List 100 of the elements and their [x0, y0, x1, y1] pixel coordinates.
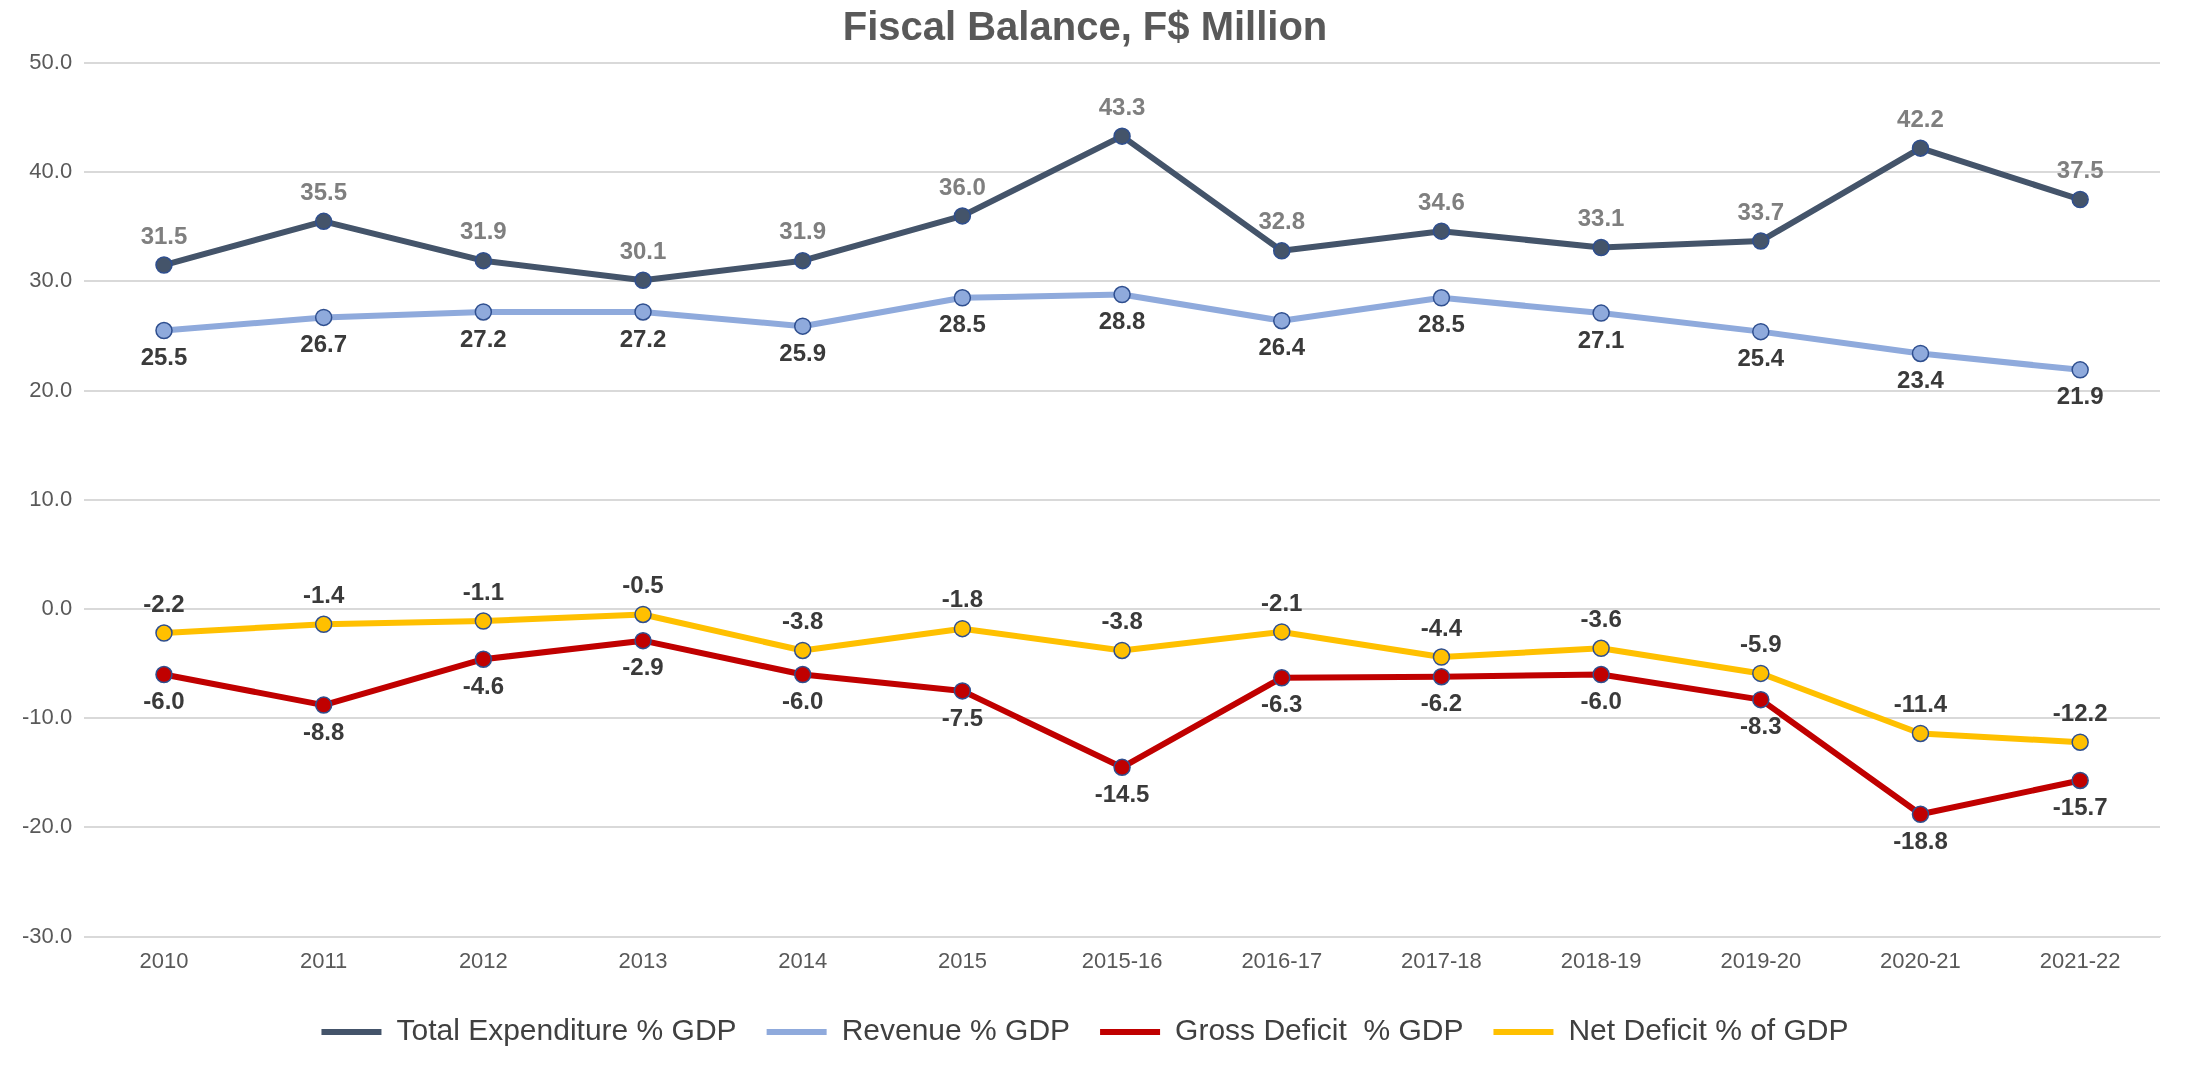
point — [474, 251, 493, 270]
point — [155, 321, 173, 340]
point — [474, 303, 493, 321]
x-tick-label: 2020-21 — [1880, 947, 1961, 973]
point — [1752, 690, 1770, 709]
legend-label: Revenue % GDP — [841, 1013, 1071, 1047]
data-label: 28.5 — [1418, 310, 1465, 338]
point — [1911, 724, 1930, 743]
point — [1752, 322, 1770, 341]
point — [1113, 641, 1131, 660]
data-label: 34.6 — [1418, 187, 1465, 215]
point — [1273, 623, 1291, 641]
point — [634, 605, 652, 624]
point — [1273, 242, 1291, 260]
y-tick-label: 40.0 — [29, 158, 73, 184]
point — [1273, 311, 1291, 330]
point — [1592, 665, 1610, 684]
data-label: -1.8 — [941, 585, 984, 613]
point — [1432, 222, 1451, 240]
data-label: 25.9 — [779, 338, 827, 366]
point — [1273, 669, 1291, 687]
data-label: -2.9 — [622, 653, 664, 681]
data-label: -1.1 — [462, 577, 505, 605]
y-tick-label: 30.0 — [29, 267, 73, 293]
data-label: -6.0 — [143, 687, 185, 715]
point — [1113, 127, 1131, 145]
data-label: -3.6 — [1580, 604, 1622, 632]
point — [474, 612, 493, 630]
data-label: -0.5 — [622, 571, 664, 599]
point — [1911, 805, 1930, 824]
data-label: -4.6 — [462, 671, 505, 699]
point — [793, 641, 812, 660]
point — [2071, 733, 2089, 751]
data-label: 25.4 — [1737, 344, 1785, 372]
point — [2071, 361, 2089, 379]
point — [155, 665, 173, 684]
point — [1432, 648, 1451, 666]
data-label: 23.4 — [1897, 366, 1945, 394]
data-label: -5.9 — [1740, 630, 1782, 658]
point — [1752, 664, 1770, 683]
legend-label: Gross Deficit % GDP — [1175, 1013, 1464, 1047]
data-label: 42.2 — [1897, 104, 1944, 132]
point — [1592, 639, 1610, 658]
point — [1113, 285, 1131, 304]
data-label: 33.1 — [1577, 204, 1625, 232]
x-tick-label: 2014 — [778, 947, 828, 973]
data-label: 36.0 — [939, 172, 986, 200]
point — [474, 650, 493, 668]
data-label: 33.7 — [1737, 197, 1785, 225]
point — [793, 251, 812, 270]
y-tick-label: -20.0 — [21, 813, 73, 839]
data-label: -12.2 — [2052, 698, 2108, 726]
data-label: 28.5 — [939, 310, 986, 338]
data-label: 27.2 — [619, 324, 667, 352]
data-label: 43.3 — [1098, 92, 1146, 120]
data-label: -2.1 — [1261, 588, 1303, 616]
data-label: 31.5 — [140, 221, 188, 249]
point — [314, 212, 333, 231]
point — [314, 696, 333, 714]
point — [953, 619, 972, 638]
point — [2071, 771, 2089, 790]
data-label: -18.8 — [1893, 826, 1948, 854]
data-label: -6.2 — [1420, 689, 1463, 717]
point — [1592, 304, 1610, 322]
point — [1911, 344, 1930, 363]
data-label: 31.9 — [459, 217, 507, 245]
point — [2071, 190, 2089, 209]
x-tick-label: 2012 — [458, 947, 508, 973]
point — [953, 682, 972, 700]
point — [1113, 758, 1131, 777]
x-tick-label: 2011 — [300, 947, 348, 973]
x-tick-label: 2013 — [618, 947, 668, 973]
data-label: -6.0 — [782, 687, 824, 715]
point — [634, 271, 652, 290]
y-tick-label: -30.0 — [21, 922, 73, 948]
point — [155, 624, 173, 642]
data-label: 27.1 — [1577, 325, 1625, 353]
x-tick-label: 2015-16 — [1081, 947, 1163, 973]
point — [1592, 238, 1610, 257]
chart-title: Fiscal Balance, F$ Million — [842, 4, 1328, 49]
x-tick-label: 2017-18 — [1401, 947, 1482, 973]
data-label: -7.5 — [941, 703, 984, 731]
data-label: 25.5 — [140, 343, 188, 371]
x-tick-label: 2016-17 — [1241, 947, 1323, 973]
data-label: 26.7 — [300, 330, 348, 358]
legend-label: Total Expenditure % GDP — [396, 1013, 737, 1047]
data-label: -14.5 — [1094, 779, 1150, 807]
point — [314, 308, 333, 327]
data-label: -6.3 — [1261, 690, 1303, 718]
x-tick-label: 2019-20 — [1720, 947, 1802, 973]
point — [1752, 232, 1770, 250]
point — [953, 207, 972, 225]
data-label: -8.3 — [1740, 712, 1782, 740]
data-label: -11.4 — [1893, 690, 1948, 718]
point — [634, 631, 652, 650]
data-label: -3.8 — [1101, 607, 1143, 635]
data-label: 26.4 — [1258, 333, 1306, 361]
data-label: -1.4 — [302, 580, 345, 608]
data-label: 21.9 — [2056, 382, 2104, 410]
data-label: -4.4 — [1420, 613, 1463, 641]
